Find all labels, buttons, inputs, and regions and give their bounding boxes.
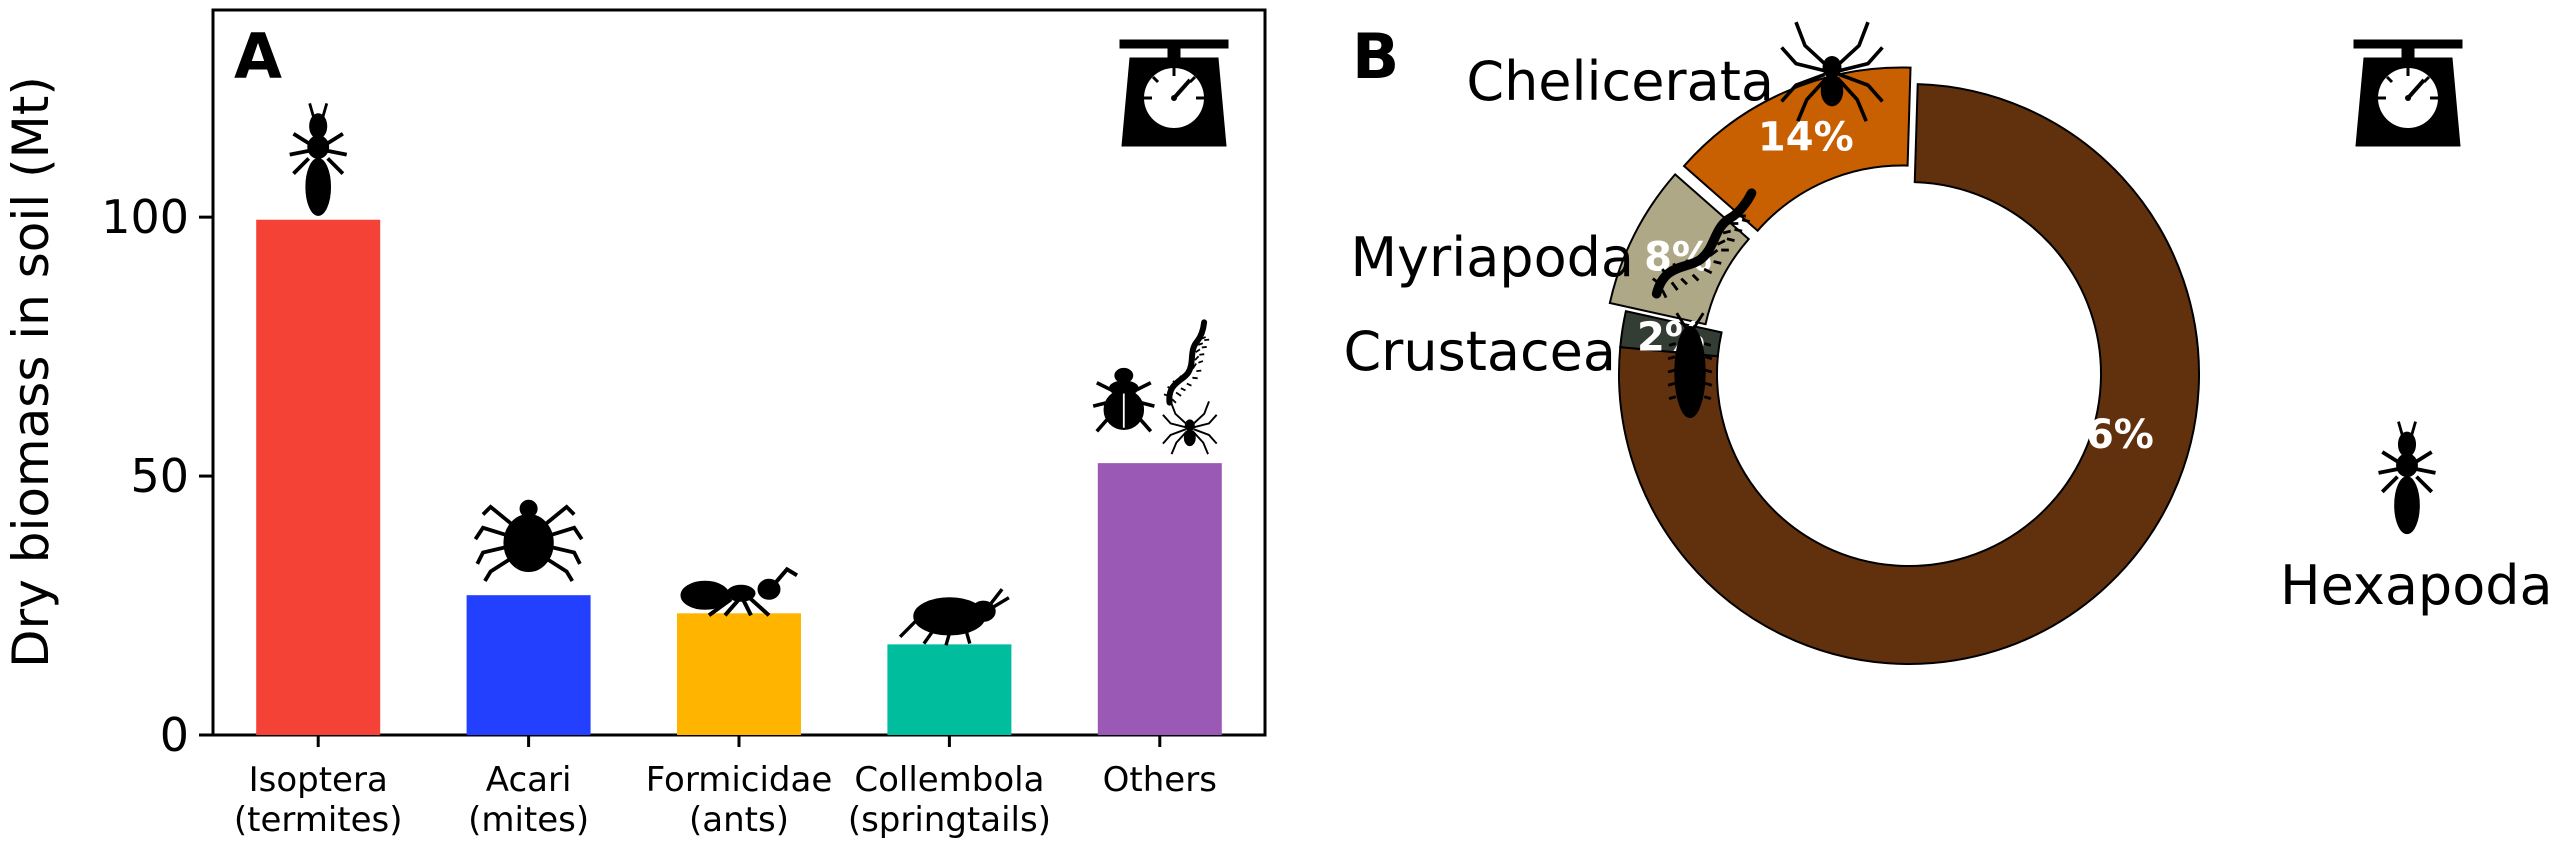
panel-letter-a: A (234, 20, 282, 93)
slice-myriapoda (1608, 172, 1751, 326)
termite-icon (287, 101, 349, 218)
donut-chart-panel: B 76%2%8%14% Hexapoda Crustacea Myriapoda C… (1343, 20, 2553, 665)
category-label: Isoptera (249, 760, 388, 800)
donut-group-labels: Hexapoda Crustacea Myriapoda Chelicerata (1343, 50, 2552, 617)
slice-hexapoda (1618, 83, 2200, 665)
group-label-myriapoda: Myriapoda (1350, 226, 1634, 289)
group-label-crustacea: Crustacea (1343, 320, 1616, 383)
bar-acari (466, 595, 591, 735)
category-label: Others (1103, 760, 1217, 800)
others-arthropods-icon (1091, 322, 1227, 456)
donut-percent-labels: 76%2%8%14% (1637, 114, 2154, 458)
bars (256, 219, 1222, 735)
bar-icons (287, 101, 1227, 647)
slice-chelicerata (1682, 66, 1912, 233)
percent-label-chelicerata: 14% (1758, 114, 1854, 160)
mite-icon (473, 498, 584, 583)
category-label: Acari (486, 760, 572, 800)
bar-isoptera (256, 219, 381, 735)
category-label: Formicidae (646, 760, 833, 800)
category-label: Collembola (854, 760, 1044, 800)
y-axis-ticks: 0 50 100 (101, 190, 213, 762)
x-axis-category-labels: Isoptera(termites) Acari(mites) Formicidae… (234, 735, 1217, 840)
panel-letter-b: B (1352, 20, 1399, 93)
bar-others (1097, 463, 1222, 735)
y-axis-label: Dry biomass in soil (Mt) (2, 76, 60, 668)
scale-icon (2352, 38, 2464, 148)
bar-formicidae (677, 613, 801, 735)
category-sublabel: (springtails) (848, 800, 1051, 840)
category-sublabel: (ants) (689, 800, 789, 840)
bar-collembola (887, 644, 1012, 735)
termite-icon (2376, 419, 2438, 536)
scale-icon (1118, 38, 1230, 148)
springtail-icon (898, 587, 1011, 647)
y-tick-label: 0 (160, 708, 189, 762)
y-tick-label: 100 (101, 190, 189, 244)
group-label-hexapoda: Hexapoda (2280, 554, 2553, 617)
ant-icon (679, 567, 799, 618)
category-sublabel: (mites) (468, 800, 589, 840)
percent-label-hexapoda: 76% (2058, 412, 2154, 458)
y-tick-label: 50 (130, 449, 189, 503)
group-label-chelicerata: Chelicerata (1466, 50, 1774, 113)
category-sublabel: (termites) (234, 800, 403, 840)
bar-chart-panel: A Dry biomass in soil (Mt) 0 50 100 Isopte… (2, 8, 1267, 840)
